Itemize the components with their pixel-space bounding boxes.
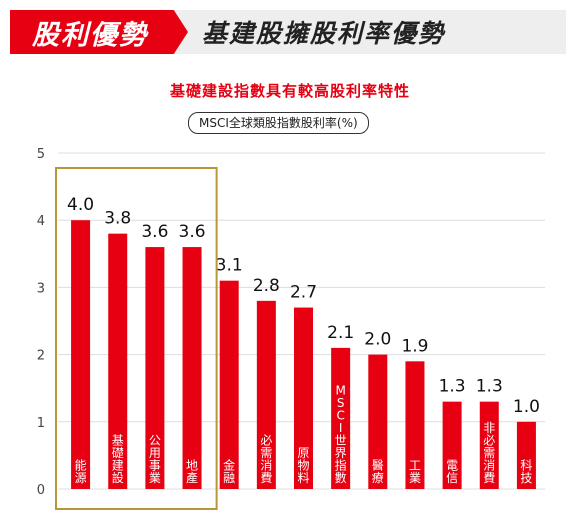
header-band: 股利優勢 基建股擁股利率優勢 [10, 10, 566, 54]
bar-value-label: 2.1 [327, 323, 354, 343]
bar [256, 300, 276, 489]
bar [331, 347, 351, 489]
bar [294, 307, 313, 489]
bar-value-label: 4.0 [67, 195, 94, 215]
y-tick-label: 5 [37, 147, 45, 162]
y-tick-label: 3 [37, 281, 45, 296]
bar [182, 247, 202, 489]
bar-category-label: 原物料 [297, 446, 309, 485]
bar-category-label: 工業 [409, 459, 421, 486]
bar-value-label: 2.0 [364, 330, 391, 350]
bar-category-label: 公用事業 [149, 434, 161, 486]
bar-value-label: 1.3 [476, 377, 503, 397]
bar [145, 247, 165, 489]
y-tick-label: 0 [37, 483, 45, 498]
bar-category-label: 能源 [75, 459, 87, 486]
y-tick-label: 2 [37, 349, 45, 364]
bar-value-label: 1.3 [439, 377, 466, 397]
bar [368, 354, 388, 489]
bar [442, 401, 462, 489]
bar [219, 280, 239, 489]
bar-category-label: 必需消費 [260, 434, 272, 486]
bar [405, 361, 425, 489]
y-tick-label: 1 [37, 416, 45, 431]
bar-category-label: 非必需消費 [483, 421, 495, 485]
bar-value-label: 3.6 [141, 222, 168, 242]
bar-category-label: 地產 [186, 459, 198, 486]
header-title: 基建股擁股利率優勢 [202, 19, 446, 48]
bar-category-label: 電信 [446, 459, 458, 486]
bar [516, 421, 536, 489]
bar-category-label: 金融 [223, 458, 235, 486]
bar-value-label: 3.6 [179, 222, 206, 242]
y-tick-label: 4 [37, 214, 45, 229]
chart-title: 基礎建設指數具有較高股利率特性 [169, 82, 410, 100]
header-tag-text: 股利優勢 [32, 19, 148, 51]
bar-value-label: 2.7 [290, 283, 317, 303]
highlight-box [55, 167, 218, 510]
bar-value-label: 2.8 [253, 276, 280, 296]
bar-category-label: 醫療 [372, 459, 384, 486]
bar-value-label: 1.0 [513, 397, 540, 417]
bar-category-label: 基礎建設 [112, 434, 124, 486]
bar-value-label: 3.8 [104, 209, 131, 229]
bar [71, 220, 91, 489]
header-tag: 股利優勢 [10, 10, 188, 54]
bar-category-label: M S C I 世界指數 [335, 384, 347, 486]
bar-value-label: 3.1 [216, 256, 243, 276]
bar-category-label: 科技 [520, 459, 532, 486]
chart-subtitle: MSCI全球類股指數股利率(%) [188, 112, 369, 134]
bar [479, 401, 499, 489]
bar-value-label: 1.9 [401, 336, 428, 356]
bar [108, 233, 128, 489]
